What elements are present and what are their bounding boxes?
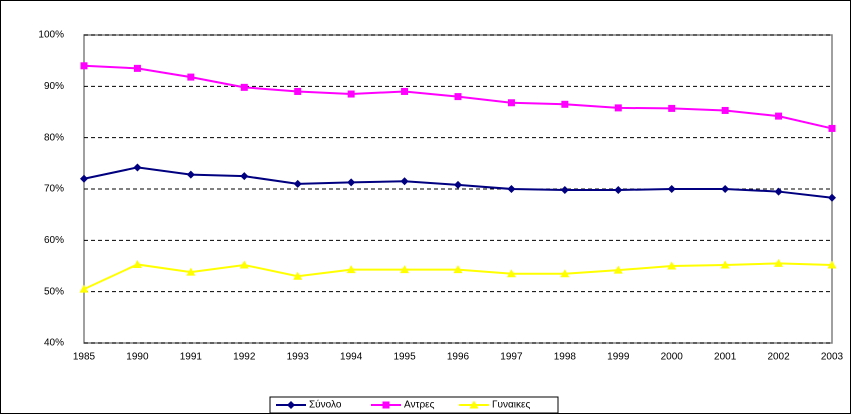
y-tick-label: 40%: [44, 338, 64, 349]
x-tick-label: 1985: [73, 352, 96, 363]
point: [133, 64, 141, 72]
point: [721, 106, 729, 114]
x-tick-label: 1990: [126, 352, 149, 363]
point: [721, 185, 730, 193]
point: [828, 193, 836, 202]
point: [667, 185, 676, 193]
point: [347, 178, 356, 187]
point: [506, 269, 516, 278]
legend: Σύνολο Αντρες Γυναικες: [269, 396, 559, 414]
point: [133, 163, 142, 172]
x-tick-label: 1995: [393, 352, 416, 363]
point: [560, 269, 570, 278]
legend-label: Αντρες: [404, 400, 435, 411]
y-tick-label: 50%: [44, 286, 64, 297]
point: [614, 186, 623, 195]
legend-box: [269, 396, 559, 414]
legend-label: Σύνολο: [309, 399, 342, 411]
point: [239, 260, 249, 269]
point: [775, 112, 783, 120]
point: [186, 267, 196, 276]
point: [614, 104, 622, 112]
point: [668, 104, 676, 112]
point: [187, 73, 195, 81]
y-tick-label: 90%: [44, 81, 64, 92]
point: [774, 187, 783, 196]
point: [240, 83, 248, 91]
series: [79, 258, 837, 293]
x-tick-label: 1991: [180, 352, 203, 363]
point: [828, 124, 836, 132]
point: [774, 258, 784, 267]
point: [186, 170, 195, 179]
point: [667, 261, 677, 270]
point: [293, 179, 302, 188]
x-tick-label: 1999: [607, 352, 630, 363]
point: [613, 265, 623, 274]
y-tick-label: 60%: [44, 235, 64, 246]
point: [346, 265, 356, 274]
point: [827, 260, 837, 269]
y-tick-label: 70%: [44, 184, 64, 195]
x-tick-label: 2000: [661, 352, 684, 363]
x-tick-label: 2003: [821, 352, 844, 363]
x-tick-label: 1993: [287, 352, 310, 363]
point: [400, 265, 410, 274]
point: [80, 62, 88, 70]
legend-marker: [382, 401, 390, 409]
series: [80, 163, 836, 202]
point: [507, 99, 515, 107]
x-tick-label: 1996: [447, 352, 470, 363]
point: [347, 90, 355, 98]
point: [294, 87, 302, 95]
point: [454, 93, 462, 101]
y-tick-label: 80%: [44, 132, 64, 143]
point: [80, 174, 88, 183]
point: [454, 180, 462, 189]
y-tick-label: 100%: [38, 30, 64, 41]
point: [561, 100, 569, 108]
point: [132, 259, 142, 268]
x-tick-label: 2001: [714, 352, 737, 363]
series: [80, 62, 836, 132]
point: [453, 265, 463, 274]
x-tick-label: 1998: [554, 352, 577, 363]
x-tick-label: 2002: [767, 352, 790, 363]
legend-marker: [287, 401, 295, 409]
point: [560, 186, 569, 195]
legend-label: Γυναικες: [492, 400, 530, 411]
legend-marker: [469, 400, 479, 409]
point: [720, 260, 730, 269]
point: [400, 177, 409, 186]
point: [79, 284, 89, 293]
x-tick-label: 1997: [500, 352, 523, 363]
x-tick-label: 1994: [340, 352, 363, 363]
point: [507, 185, 516, 193]
point: [401, 87, 409, 95]
point: [293, 271, 303, 280]
point: [240, 172, 249, 181]
x-tick-label: 1992: [233, 352, 256, 363]
